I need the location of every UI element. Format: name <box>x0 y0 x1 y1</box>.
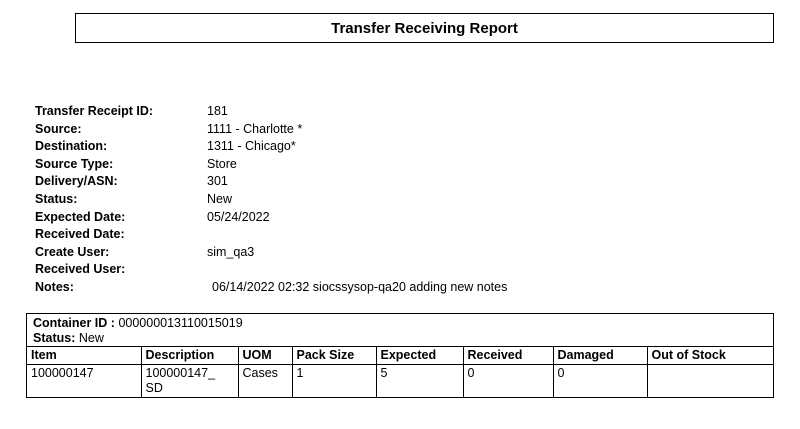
table-cell: Cases <box>237 364 293 397</box>
field-row: Source Type: Store <box>35 156 635 174</box>
field-value: Store <box>207 156 237 171</box>
container-id-value: 000000013110015019 <box>118 316 243 330</box>
field-value: sim_qa3 <box>207 244 255 259</box>
column-header: Expected <box>375 346 464 365</box>
table-cell <box>646 364 773 397</box>
field-value: 1111 - Charlotte * <box>207 121 303 136</box>
field-value: 181 <box>207 104 228 118</box>
field-row: Create User: sim_qa3 <box>35 244 635 262</box>
column-header: UOM <box>237 346 293 365</box>
field-label: Transfer Receipt ID: <box>35 104 154 118</box>
field-label: Source Type: <box>35 156 114 171</box>
field-label: Create User: <box>35 244 110 259</box>
table-cell: 0 <box>552 364 648 397</box>
container-status-value: New <box>78 331 104 345</box>
field-row: Source: 1111 - Charlotte * <box>35 121 635 139</box>
field-row: Notes: 06/14/2022 02:32 siocssysop-qa20 a… <box>35 279 635 297</box>
field-label: Source: <box>35 121 82 136</box>
items-table: Item Description UOM Pack Size Expected Recei… <box>27 346 773 397</box>
field-label: Notes: <box>35 279 74 294</box>
column-header: Damaged <box>552 346 648 365</box>
table-row: 100000147 100000147_ SD Cases 1 5 0 0 <box>27 364 773 397</box>
field-row: Expected Date: 05/24/2022 <box>35 209 635 227</box>
field-value: 1311 - Chicago* <box>207 139 296 154</box>
field-value: 301 <box>207 174 228 189</box>
column-header: Item <box>27 346 142 365</box>
table-cell: 100000147_ SD <box>140 364 239 397</box>
field-label: Received Date: <box>35 227 125 242</box>
table-cell: 1 <box>291 364 377 397</box>
report-title: Transfer Receiving Report <box>75 13 774 43</box>
field-label: Delivery/ASN: <box>35 174 118 189</box>
field-row: Delivery/ASN: 301 <box>35 173 635 191</box>
field-value: 05/24/2022 <box>207 209 270 224</box>
column-header: Description <box>140 346 239 365</box>
field-label: Status: <box>35 191 78 206</box>
container-status-label: Status: <box>33 331 76 345</box>
container-header: Container ID : 000000013110015019 Status… <box>27 314 773 346</box>
receipt-fields: Transfer Receipt ID: 181 Source: 1111 - Cha… <box>35 103 635 297</box>
table-cell: 0 <box>462 364 554 397</box>
field-label: Received User: <box>35 262 126 277</box>
field-row: Status: New <box>35 191 635 209</box>
field-value: New <box>207 191 233 206</box>
field-row: Received Date: <box>35 226 635 244</box>
column-header: Out of Stock <box>646 346 773 365</box>
field-row: Received User: <box>35 261 635 279</box>
field-row: Destination: 1311 - Chicago* <box>35 138 635 156</box>
container-section: Container ID : 000000013110015019 Status… <box>26 313 774 398</box>
field-label: Destination: <box>35 139 108 154</box>
table-cell: 5 <box>375 364 464 397</box>
column-header: Received <box>462 346 554 365</box>
field-label: Expected Date: <box>35 209 126 224</box>
field-row: Transfer Receipt ID: 181 <box>35 103 635 121</box>
field-value: 06/14/2022 02:32 siocssysop-qa20 adding … <box>212 279 508 294</box>
column-header: Pack Size <box>291 346 377 365</box>
table-cell: 100000147 <box>27 364 142 397</box>
container-id-label: Container ID : <box>33 316 115 330</box>
